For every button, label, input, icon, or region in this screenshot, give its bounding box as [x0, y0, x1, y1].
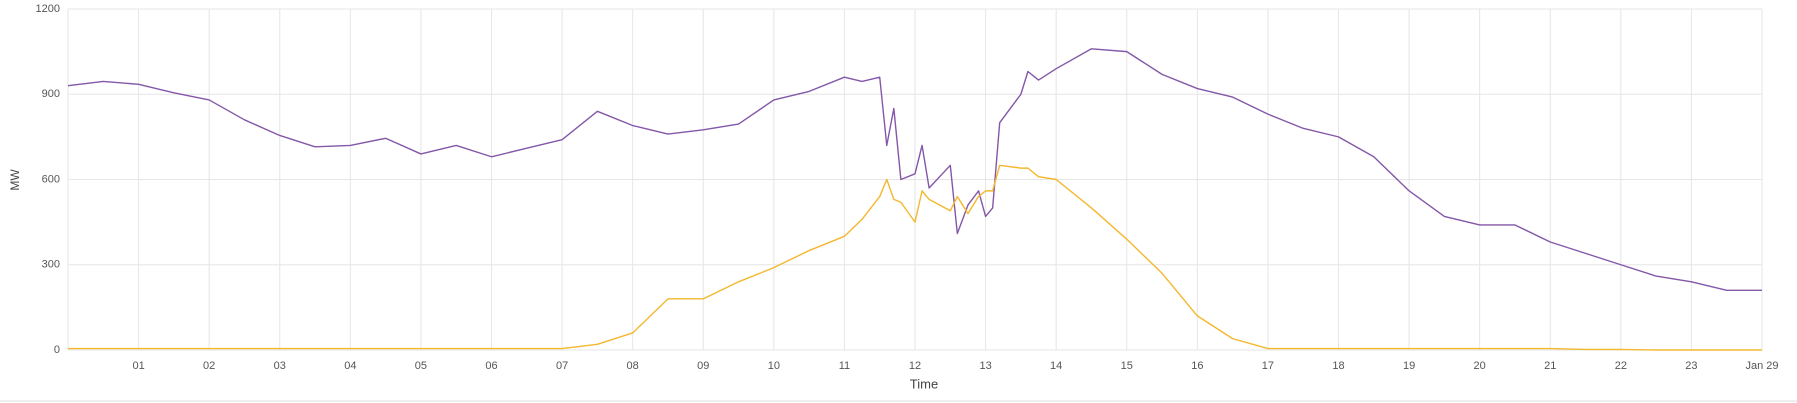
x-tick-label: 10: [768, 360, 780, 372]
x-tick-label: 17: [1262, 360, 1274, 372]
x-tick-label: 02: [203, 360, 215, 372]
x-tick-label: 01: [132, 360, 144, 372]
x-tick-label: 04: [344, 360, 356, 372]
x-tick-label: 20: [1474, 360, 1486, 372]
x-tick-label: 14: [1050, 360, 1062, 372]
x-tick-label: 05: [415, 360, 427, 372]
x-tick-label: 18: [1332, 360, 1344, 372]
y-tick-label: 600: [42, 173, 60, 185]
x-tick-label: 11: [839, 360, 850, 372]
x-tick-label: 07: [556, 360, 568, 372]
y-tick-label: 0: [54, 344, 60, 356]
y-tick-label: 1200: [36, 3, 60, 15]
line-series: [67, 48, 1762, 292]
x-tick-label: 13: [979, 360, 991, 372]
y-tick-label: 300: [42, 259, 60, 271]
x-axis-label: Time: [910, 376, 938, 391]
x-tick-label: 15: [1121, 360, 1133, 372]
x-tick-label: 19: [1403, 360, 1415, 372]
line-series: [68, 164, 1762, 351]
x-tick-label: 06: [485, 360, 497, 372]
x-tick-label: 12: [909, 360, 921, 372]
x-tick-label: 03: [274, 360, 286, 372]
x-tick-label: 08: [627, 360, 639, 372]
y-axis-label: MW: [8, 169, 22, 191]
y-tick-label: 900: [42, 88, 60, 100]
x-tick-label: 22: [1615, 360, 1627, 372]
x-tick-label: 21: [1544, 360, 1556, 372]
x-tick-label: 23: [1685, 360, 1697, 372]
x-tick-label: 16: [1191, 360, 1203, 372]
x-tick-label: 09: [697, 360, 709, 372]
x-tick-label: Jan 29: [1745, 360, 1778, 372]
